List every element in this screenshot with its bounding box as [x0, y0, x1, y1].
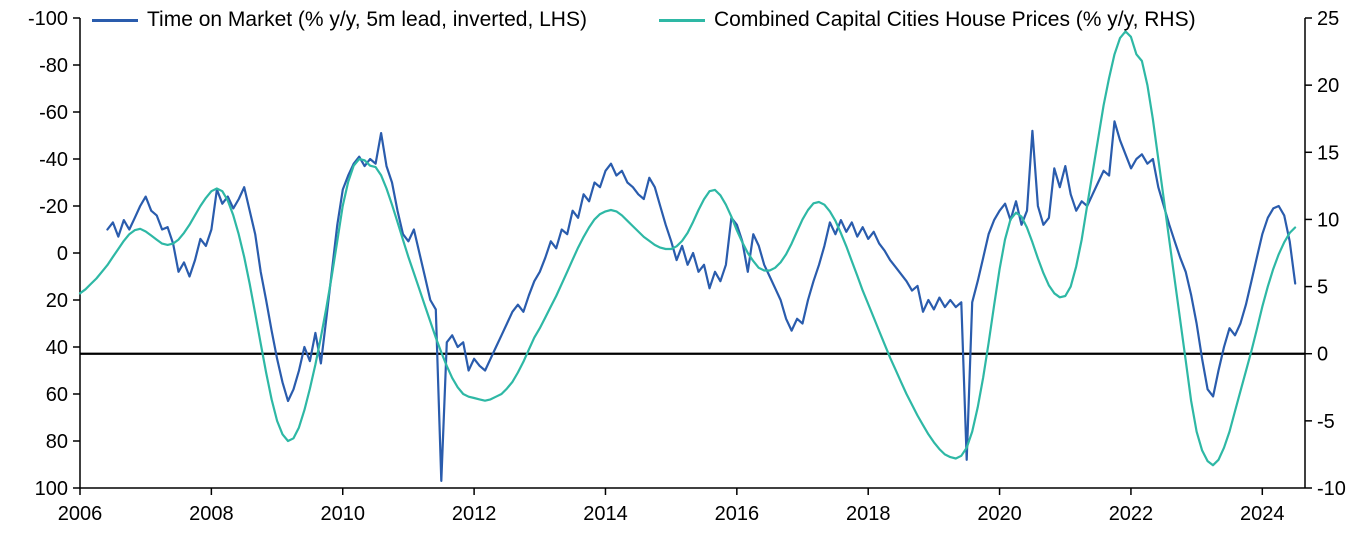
series-line-house-prices — [78, 30, 1297, 467]
right-axis-tick-label: 5 — [1317, 277, 1328, 299]
series-line-time-on-market — [106, 120, 1297, 482]
left-axis-tick-label: 100 — [35, 478, 68, 500]
legend-item-house-prices: Combined Capital Cities House Prices (% … — [658, 8, 1196, 32]
right-axis: 25 20 15 10 5 0 -5 -10 — [1305, 8, 1346, 500]
x-axis-tick-label: 2008 — [189, 503, 234, 525]
chart-legend: Time on Market (% y/y, 5m lead, inverted… — [92, 8, 1196, 32]
legend-label-time-on-market: Time on Market (% y/y, 5m lead, inverted… — [147, 8, 587, 31]
x-axis: 2006 2008 2010 2012 2014 2016 2018 2020 2022 2024 — [58, 488, 1285, 525]
right-axis-tick-label: 10 — [1317, 209, 1339, 231]
legend-line-sample-teal — [658, 18, 705, 22]
left-axis-tick-label: 0 — [57, 243, 68, 265]
x-axis-tick-label: 2010 — [320, 503, 365, 525]
x-axis-tick-label: 2022 — [1109, 503, 1154, 525]
x-axis-tick-label: 2024 — [1240, 503, 1285, 525]
x-axis-tick-label: 2012 — [452, 503, 497, 525]
left-axis-tick-label: 40 — [46, 337, 68, 359]
left-axis-tick-label: 60 — [46, 384, 68, 406]
right-axis-tick-label: 0 — [1317, 344, 1328, 366]
x-axis-tick-label: 2020 — [977, 503, 1022, 525]
left-axis-tick-label: -100 — [28, 8, 68, 30]
legend-line-sample-blue — [92, 18, 138, 22]
legend-label-house-prices: Combined Capital Cities House Prices (% … — [713, 8, 1196, 31]
right-axis-tick-label: 25 — [1317, 8, 1339, 30]
x-axis-tick-label: 2006 — [58, 503, 103, 525]
x-axis-tick-label: 2014 — [583, 503, 628, 525]
left-axis: -100 -80 -60 -40 -20 0 20 40 60 80 100 — [28, 8, 80, 500]
left-axis-tick-label: -80 — [39, 55, 68, 77]
right-axis-tick-label: -10 — [1317, 478, 1346, 500]
left-axis-tick-label: -40 — [39, 149, 68, 171]
right-axis-tick-label: -5 — [1317, 411, 1335, 433]
legend-item-time-on-market: Time on Market (% y/y, 5m lead, inverted… — [92, 8, 587, 32]
left-axis-tick-label: -60 — [39, 102, 68, 124]
left-axis-tick-label: 80 — [46, 431, 68, 453]
x-axis-tick-label: 2016 — [715, 503, 760, 525]
x-axis-tick-label: 2018 — [846, 503, 891, 525]
right-axis-tick-label: 20 — [1317, 75, 1339, 97]
left-axis-tick-label: -20 — [39, 196, 68, 218]
right-axis-tick-label: 15 — [1317, 142, 1339, 164]
left-axis-tick-label: 20 — [46, 290, 68, 312]
